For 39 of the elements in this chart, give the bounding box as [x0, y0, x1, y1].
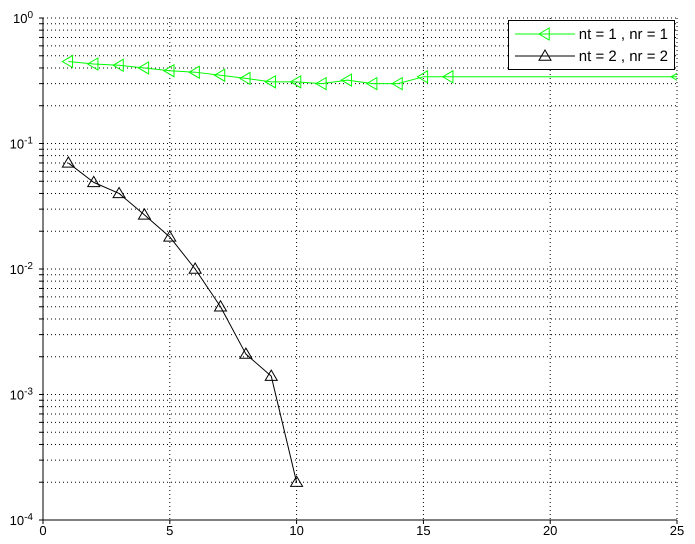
point [239, 348, 252, 359]
point [138, 208, 151, 220]
x-tick-label: 0 [39, 523, 47, 538]
legend-label: nt = 1 , nr = 1 [578, 26, 668, 42]
y-tick-label: 10$^{0}$ [12, 10, 34, 26]
point [87, 176, 100, 188]
point [315, 77, 327, 90]
point [112, 58, 124, 72]
y-tick-label: 10$^{-2}$ [10, 260, 34, 277]
y-tick-label: 10$^{-3}$ [10, 386, 34, 402]
x-tick-label: 20 [542, 523, 558, 538]
point [239, 72, 251, 85]
x-tick-label: 25 [670, 523, 684, 538]
point [62, 55, 74, 68]
point [264, 370, 278, 381]
point [264, 75, 276, 88]
point [392, 77, 403, 90]
point [442, 70, 454, 84]
point [188, 66, 200, 79]
point [290, 75, 302, 88]
point [214, 68, 226, 82]
legend-label: nt = 2 , nr = 2 [578, 48, 668, 64]
y-tick-label: 10$^{-1}$ [10, 135, 34, 152]
point [87, 58, 98, 70]
x-tick-label: 10 [289, 523, 304, 538]
point [214, 300, 228, 312]
point [290, 476, 304, 487]
point [138, 61, 150, 74]
point [416, 70, 428, 84]
point [163, 64, 174, 78]
point [62, 156, 75, 168]
y-tick-label: 10$^{-4}$ [10, 512, 34, 528]
point [366, 77, 378, 90]
point [340, 74, 352, 87]
point [112, 186, 126, 198]
x-tick-label: 15 [416, 523, 431, 538]
point [188, 262, 202, 274]
point [163, 230, 176, 242]
x-tick-label: 5 [166, 523, 174, 538]
